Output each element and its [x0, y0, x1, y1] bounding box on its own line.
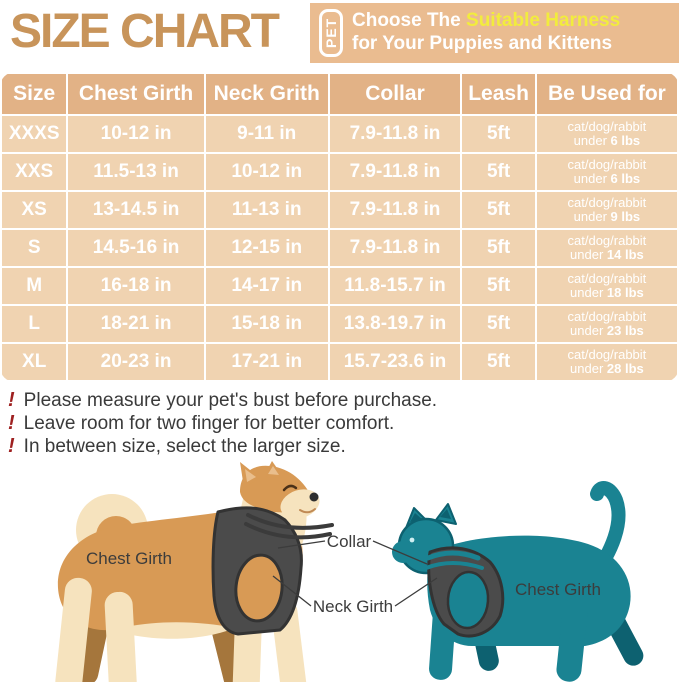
size-cell: L [0, 304, 69, 344]
size-table: Size Chest Girth Neck Grith Collar Leash… [0, 72, 679, 382]
tagline-line1-white: Choose The [352, 10, 467, 32]
dog-eye [282, 484, 298, 492]
leash-cell: 5ft [460, 190, 537, 230]
col-header-chest-girth: Chest Girth [66, 72, 206, 116]
table-header-row: Size Chest Girth Neck Grith Collar Leash… [0, 72, 679, 116]
col-header-be-used-for: Be Used for [534, 72, 679, 116]
collar-cell: 7.9-11.8 in [327, 190, 463, 230]
leash-cell: 5ft [460, 266, 537, 306]
size-cell: XXS [0, 152, 69, 192]
pointer-lines [272, 540, 438, 607]
tagline: Choose The Suitable Harness for Your Pup… [352, 10, 620, 56]
neck-girth-cell: 15-18 in [203, 304, 330, 344]
leash-cell: 5ft [460, 228, 537, 268]
dog-chest-girth-label: Chest Girth [86, 549, 172, 568]
exclamation-icon: ! [8, 412, 15, 434]
chest-girth-cell: 14.5-16 in [66, 228, 206, 268]
leash-cell: 5ft [460, 342, 537, 382]
used-for-cell: cat/dog/rabbit under 28 lbs [534, 342, 679, 382]
col-header-collar: Collar [327, 72, 463, 116]
table-row: XXS 11.5-13 in 10-12 in 7.9-11.8 in 5ft cat/d… [0, 152, 679, 192]
used-for-cell: cat/dog/rabbit under 6 lbs [534, 152, 679, 192]
dog-nose [309, 492, 319, 502]
cat-chest-girth-label: Chest Girth [515, 580, 601, 599]
collar-cell: 11.8-15.7 in [327, 266, 463, 306]
neck-girth-cell: 17-21 in [203, 342, 330, 382]
tagline-line2: for Your Puppies and Kittens [352, 33, 613, 54]
pet-badge: PET [319, 9, 343, 57]
chest-girth-cell: 13-14.5 in [66, 190, 206, 230]
note-line: ! Leave room for two finger for better co… [8, 412, 679, 435]
col-header-leash: Leash [460, 72, 537, 116]
used-for-cell: cat/dog/rabbit under 14 lbs [534, 228, 679, 268]
neck-girth-cell: 9-11 in [203, 114, 330, 154]
table-row: XL 20-23 in 17-21 in 15.7-23.6 in 5ft cat/dog… [0, 342, 679, 382]
table-row: XS 13-14.5 in 11-13 in 7.9-11.8 in 5ft cat/do… [0, 190, 679, 230]
note-line: ! Please measure your pet's bust before p… [8, 389, 679, 412]
collar-cell: 7.9-11.8 in [327, 228, 463, 268]
table-row: S 14.5-16 in 12-15 in 7.9-11.8 in 5ft cat/dog… [0, 228, 679, 268]
dog-illustration: Chest Girth [55, 461, 334, 682]
size-cell: XXXS [0, 114, 69, 154]
note-line: ! In between size, select the larger size… [8, 435, 679, 458]
chest-girth-cell: 16-18 in [66, 266, 206, 306]
collar-cell: 15.7-23.6 in [327, 342, 463, 382]
cat-collar [425, 550, 481, 561]
page-title: SIZE CHART [10, 5, 280, 58]
note-text: Please measure your pet's bust before pu… [23, 390, 438, 411]
size-cell: S [0, 228, 69, 268]
col-header-neck-girth: Neck Grith [203, 72, 330, 116]
dog-head [240, 461, 320, 519]
table-row: M 16-18 in 14-17 in 11.8-15.7 in 5ft cat/dog/… [0, 266, 679, 306]
chest-girth-cell: 18-21 in [66, 304, 206, 344]
neck-girth-cell: 12-15 in [203, 228, 330, 268]
neck-girth-cell: 10-12 in [203, 152, 330, 192]
leash-cell: 5ft [460, 304, 537, 344]
exclamation-icon: ! [8, 389, 15, 411]
neck-girth-label: Neck Girth [313, 597, 393, 616]
cat-eye [409, 537, 415, 543]
header: SIZE CHART PET Choose The Suitable Harne… [0, 0, 679, 64]
banner: PET Choose The Suitable Harness for Your… [310, 3, 679, 63]
tagline-line1: Choose The Suitable Harness [352, 10, 620, 33]
cat-illustration: Chest Girth [392, 481, 644, 682]
chest-girth-cell: 20-23 in [66, 342, 206, 382]
neck-girth-cell: 11-13 in [203, 190, 330, 230]
size-table-body: XXXS 10-12 in 9-11 in 7.9-11.8 in 5ft cat/dog… [0, 114, 679, 382]
collar-pointer-cat [372, 540, 428, 565]
used-for-cell: cat/dog/rabbit under 23 lbs [534, 304, 679, 344]
size-cell: XS [0, 190, 69, 230]
collar-pointer-dog [277, 540, 326, 549]
tagline-highlight: Suitable Harness [466, 10, 621, 32]
notes: ! Please measure your pet's bust before p… [8, 389, 679, 458]
neck-girth-pointer-dog [272, 575, 312, 607]
dog-harness [211, 506, 303, 636]
note-text: Leave room for two finger for better com… [23, 413, 395, 434]
exclamation-icon: ! [8, 435, 15, 457]
note-text: In between size, select the larger size. [23, 436, 346, 457]
table-row: L 18-21 in 15-18 in 13.8-19.7 in 5ft cat/dog/… [0, 304, 679, 344]
neck-girth-cell: 14-17 in [203, 266, 330, 306]
table-row: XXXS 10-12 in 9-11 in 7.9-11.8 in 5ft cat/dog… [0, 114, 679, 154]
collar-cell: 7.9-11.8 in [327, 114, 463, 154]
leash-cell: 5ft [460, 152, 537, 192]
used-for-cell: cat/dog/rabbit under 18 lbs [534, 266, 679, 306]
leash-cell: 5ft [460, 114, 537, 154]
collar-label: Collar [327, 532, 372, 551]
size-cell: XL [0, 342, 69, 382]
chest-girth-cell: 11.5-13 in [66, 152, 206, 192]
dog-collar [244, 513, 334, 540]
cat-harness [424, 546, 505, 638]
col-header-size: Size [0, 72, 69, 116]
neck-girth-pointer-cat [394, 577, 438, 607]
size-cell: M [0, 266, 69, 306]
collar-cell: 7.9-11.8 in [327, 152, 463, 192]
collar-cell: 13.8-19.7 in [327, 304, 463, 344]
used-for-cell: cat/dog/rabbit under 9 lbs [534, 190, 679, 230]
used-for-cell: cat/dog/rabbit under 6 lbs [534, 114, 679, 154]
chest-girth-cell: 10-12 in [66, 114, 206, 154]
pets-diagram: Chest Girth [55, 461, 644, 682]
